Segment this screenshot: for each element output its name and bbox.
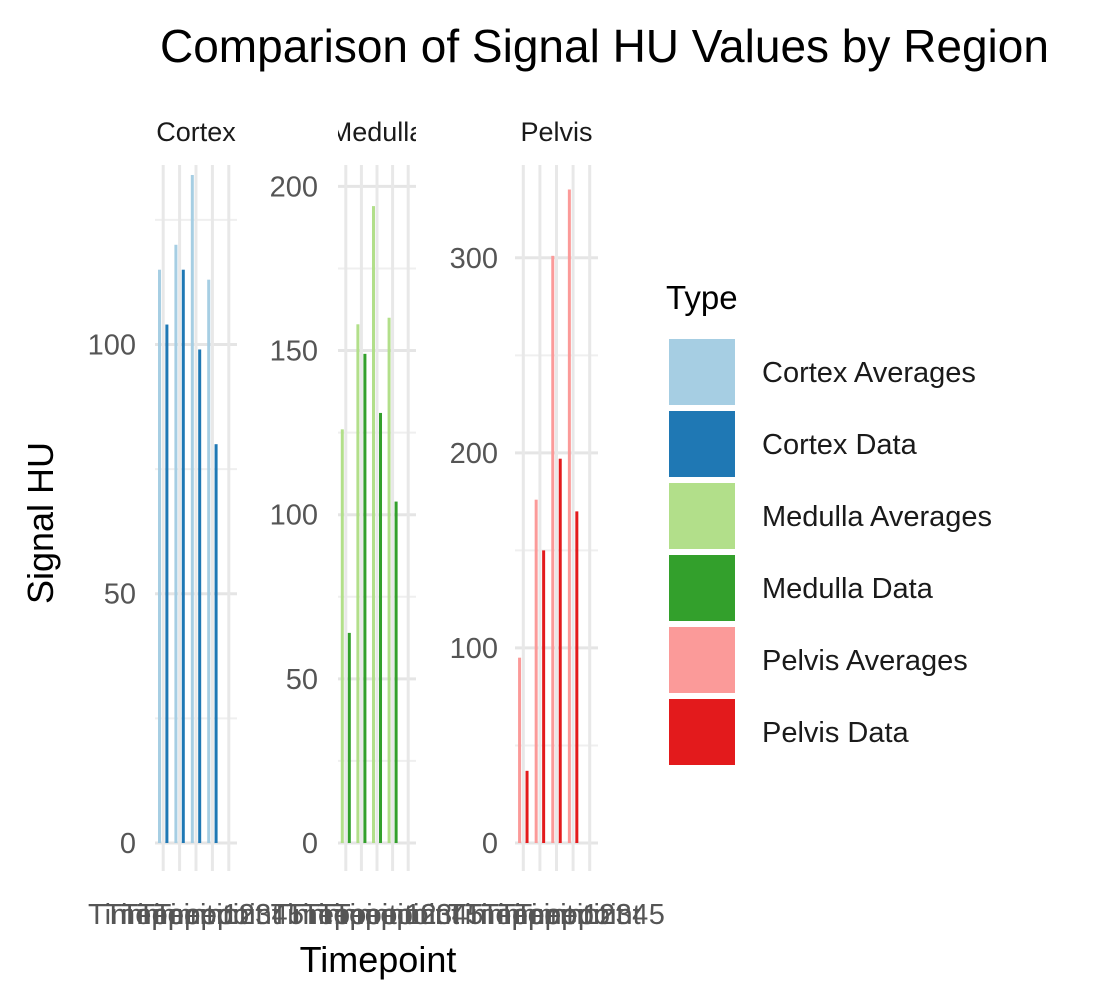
bar-pelvis-averages	[518, 657, 522, 843]
x-tick-label: Timepoint 4	[317, 899, 467, 931]
y-tick-label: 100	[270, 500, 318, 532]
legend-label: Cortex Averages	[762, 357, 976, 389]
legend-key	[669, 339, 735, 405]
y-tick-label: 200	[450, 438, 498, 470]
y-tick-label: 300	[450, 243, 498, 275]
bar-pelvis-data	[525, 770, 529, 843]
x-tick-label: Timepoint 1	[88, 899, 238, 931]
bar-cortex-data	[181, 269, 185, 843]
x-tick-label: Timepoint 2	[286, 899, 436, 931]
legend-key	[669, 555, 735, 621]
x-tick-label: Timepoint 4	[137, 899, 287, 931]
legend-key	[669, 627, 735, 693]
y-tick-label: 100	[88, 329, 136, 361]
x-tick-label: Timepoint 3	[302, 899, 452, 931]
y-tick-label: 0	[482, 828, 498, 860]
legend-label: Medulla Averages	[762, 501, 992, 533]
chart-title: Comparison of Signal HU Values by Region	[160, 20, 1049, 72]
bar-cortex-averages	[158, 269, 162, 843]
legend-key	[669, 483, 735, 549]
legend-label: Medulla Data	[762, 573, 934, 605]
x-tick-label: Timepoint 2	[465, 899, 615, 931]
y-tick-label: 0	[120, 828, 136, 860]
legend: Type Cortex Averages Cortex Data Medulla A…	[666, 279, 992, 765]
legend-title: Type	[666, 279, 738, 316]
bar-pelvis-averages	[534, 499, 538, 843]
bar-medulla-averages	[371, 206, 375, 844]
y-axis-title: Signal HU	[20, 442, 61, 604]
bar-pelvis-data	[575, 511, 579, 843]
bar-medulla-averages	[387, 317, 391, 844]
y-tick-label: 50	[286, 664, 318, 696]
x-tick-label: Timepoint 2	[104, 899, 254, 931]
bar-medulla-averages	[340, 429, 344, 843]
x-tick-label: Timepoint 5	[514, 899, 664, 931]
panel-medulla: 0 50 100 150 200 Medulla Timepoint 1Timepoint …	[270, 117, 484, 931]
bar-cortex-data	[214, 444, 218, 843]
x-tick-label: Timepoint 3	[121, 899, 271, 931]
legend-label: Pelvis Averages	[762, 645, 968, 677]
bar-medulla-data	[347, 632, 351, 843]
y-tick-label: 0	[302, 828, 318, 860]
bar-cortex-averages	[190, 174, 194, 844]
x-axis-title: Timepoint	[300, 939, 457, 980]
y-tick-label: 50	[104, 579, 136, 611]
x-tick-label: Timepoint 1	[448, 899, 598, 931]
y-tick-label: 150	[270, 336, 318, 368]
x-tick-label: Timepoint 3	[481, 899, 631, 931]
bar-medulla-data	[394, 501, 398, 843]
bar-pelvis-averages	[551, 255, 555, 843]
bar-cortex-data	[165, 324, 169, 843]
legend-label: Cortex Data	[762, 429, 918, 461]
legend-key	[669, 699, 735, 765]
bar-medulla-data	[379, 412, 383, 843]
bar-medulla-data	[363, 353, 367, 843]
x-tick-label: Timepoint 5	[154, 899, 304, 931]
bar-pelvis-data	[542, 550, 546, 843]
x-tick-label: Timepoint 5	[333, 899, 483, 931]
facet-label: Cortex	[156, 117, 236, 147]
facet-label: Medulla	[330, 117, 426, 147]
bar-cortex-averages	[207, 279, 211, 843]
y-tick-label: 200	[270, 171, 318, 203]
y-tick-label: 100	[450, 633, 498, 665]
legend-label: Pelvis Data	[762, 717, 910, 749]
x-tick-label: Timepoint 1	[271, 899, 421, 931]
facet-label: Pelvis	[520, 117, 592, 147]
x-tick-label: Timepoint 4	[498, 899, 648, 931]
bar-medulla-averages	[356, 324, 360, 843]
bar-pelvis-averages	[567, 189, 571, 843]
legend-key	[669, 411, 735, 477]
bar-cortex-averages	[174, 244, 178, 843]
bar-pelvis-data	[558, 458, 562, 843]
bar-cortex-data	[198, 349, 202, 843]
